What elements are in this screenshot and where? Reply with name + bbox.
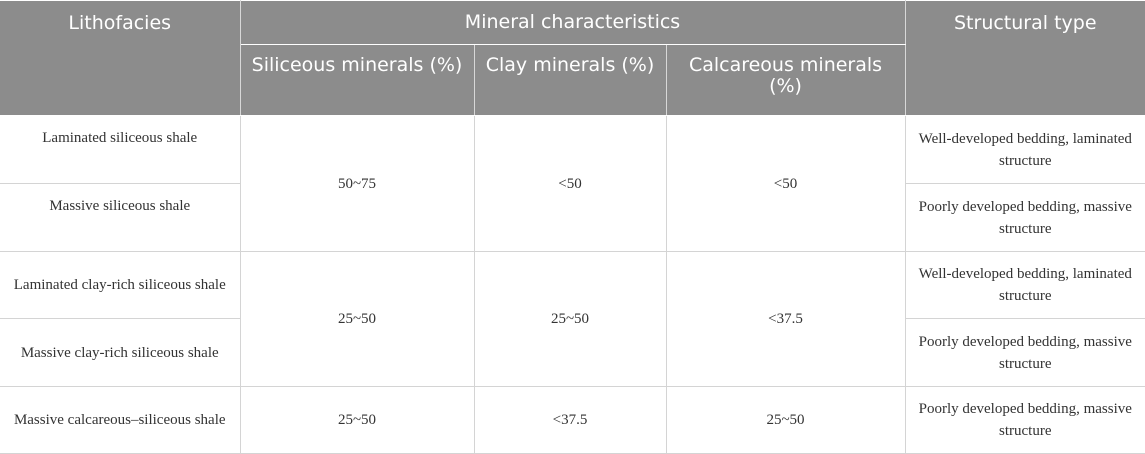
header-structural-type: Structural type [904,0,1145,116]
table-row: Massive siliceous shale Poorly developed… [0,183,1145,252]
lithofacies-cell: Laminated siliceous shale [0,115,241,184]
lithofacies-cell: Massive calcareous–siliceous shale [0,386,241,454]
structure-cell: Poorly developed bedding, massive struct… [904,318,1145,387]
structure-cell: Poorly developed bedding, massive struct… [904,386,1145,454]
siliceous-value-cell: 25~50 [239,386,475,454]
siliceous-value-cell: 25~50 [239,251,475,387]
lithofacies-cell: Massive siliceous shale [0,183,241,252]
header-mineral-characteristics: Mineral characteristics [239,0,906,45]
structure-cell: Well-developed bedding, laminated struct… [904,251,1145,319]
header-calcareous-minerals: Calcareous minerals (%) [665,44,906,116]
siliceous-value-cell: 50~75 [239,115,475,252]
clay-value-cell: <37.5 [473,386,667,454]
structure-cell: Well-developed bedding, laminated struct… [904,115,1145,184]
lithofacies-cell: Laminated clay-rich siliceous shale [0,251,241,319]
header-clay-minerals: Clay minerals (%) [473,44,667,116]
table-row: Laminated siliceous shale 50~75 <50 <50 … [0,115,1145,252]
calcareous-value-cell: <37.5 [665,251,906,387]
clay-value-cell: <50 [473,115,667,252]
calcareous-value-cell: 25~50 [665,386,906,454]
table-row: Massive calcareous–siliceous shale 25~50… [0,386,1145,454]
header-lithofacies: Lithofacies [0,0,241,116]
table-row: Laminated clay-rich siliceous shale 25~5… [0,251,1145,387]
calcareous-value-cell: <50 [665,115,906,252]
lithofacies-cell: Massive clay-rich siliceous shale [0,318,241,387]
clay-value-cell: 25~50 [473,251,667,387]
structure-cell: Poorly developed bedding, massive struct… [904,183,1145,252]
header-siliceous-minerals: Siliceous minerals (%) [240,44,475,116]
